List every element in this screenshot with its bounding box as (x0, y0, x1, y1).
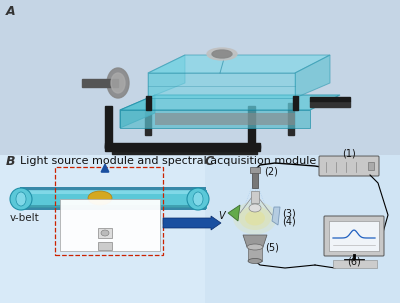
Polygon shape (272, 207, 280, 225)
Bar (0, 155, 400, 303)
Bar (82, 79, 118, 87)
Ellipse shape (239, 206, 271, 230)
Text: (6): (6) (347, 257, 361, 267)
Text: (4): (4) (282, 216, 296, 226)
Ellipse shape (249, 204, 261, 212)
Ellipse shape (212, 50, 232, 58)
Bar (20, 190, 206, 208)
Polygon shape (295, 55, 330, 98)
Ellipse shape (233, 201, 277, 235)
Bar (105, 106, 112, 148)
Ellipse shape (101, 230, 109, 236)
Ellipse shape (187, 188, 209, 210)
Bar (205, 155, 400, 303)
Bar (20, 205, 206, 208)
Bar (60, 199, 160, 251)
Text: B: B (6, 155, 16, 168)
Ellipse shape (107, 68, 129, 98)
Text: $V$: $V$ (218, 209, 227, 221)
Polygon shape (148, 55, 185, 98)
Polygon shape (148, 73, 295, 98)
Ellipse shape (193, 192, 203, 206)
Text: Light source module and spectral acquisition module: Light source module and spectral acquisi… (20, 156, 316, 166)
Bar (55, 167, 163, 255)
Bar (20, 190, 206, 194)
FancyBboxPatch shape (324, 216, 384, 256)
Ellipse shape (88, 191, 112, 205)
Bar (252, 170, 258, 188)
Bar (145, 103, 151, 135)
Ellipse shape (207, 48, 237, 60)
Bar (250, 167, 260, 173)
Ellipse shape (10, 188, 32, 210)
Text: (2): (2) (264, 166, 278, 176)
Bar (112, 149, 257, 154)
Ellipse shape (111, 73, 125, 93)
Bar (20, 207, 206, 210)
Bar (329, 221, 379, 251)
FancyBboxPatch shape (319, 156, 379, 176)
Ellipse shape (248, 258, 262, 264)
Ellipse shape (245, 211, 265, 225)
Bar (20, 187, 206, 190)
Text: (1): (1) (342, 148, 356, 158)
Text: C: C (205, 155, 214, 168)
Bar (310, 101, 350, 107)
Text: (5): (5) (265, 243, 279, 253)
Bar (105, 143, 260, 148)
Polygon shape (120, 95, 340, 110)
Polygon shape (243, 235, 267, 247)
Polygon shape (120, 110, 310, 128)
Bar (293, 96, 298, 110)
Bar (98, 228, 112, 238)
Ellipse shape (16, 192, 26, 206)
Ellipse shape (247, 244, 263, 250)
Bar (0, 0, 400, 155)
Polygon shape (228, 205, 240, 221)
Polygon shape (120, 95, 155, 128)
Bar (105, 145, 260, 151)
Polygon shape (155, 113, 295, 125)
Text: (3): (3) (282, 208, 296, 218)
Bar (310, 97, 350, 101)
Polygon shape (148, 55, 330, 73)
FancyArrow shape (163, 216, 221, 230)
Bar (146, 96, 151, 110)
Bar (248, 247, 262, 261)
Bar (248, 106, 255, 148)
Bar (98, 242, 112, 250)
Bar (251, 191, 259, 203)
Bar (288, 103, 294, 135)
Text: A: A (6, 5, 16, 18)
Text: v-belt: v-belt (10, 213, 40, 223)
Bar (333, 260, 377, 268)
Bar (368, 162, 374, 170)
